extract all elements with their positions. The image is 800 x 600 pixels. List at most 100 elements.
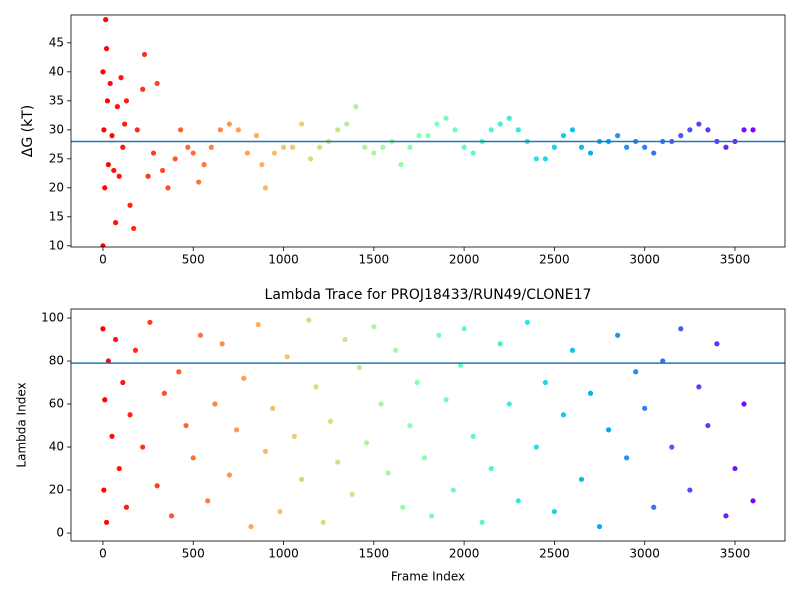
- point: [551, 508, 558, 515]
- point: [320, 519, 326, 525]
- point: [145, 173, 151, 179]
- y-tick-label: 10: [49, 238, 64, 252]
- point: [127, 412, 133, 418]
- point: [705, 422, 711, 429]
- point: [116, 465, 122, 472]
- point: [101, 127, 107, 133]
- point: [560, 412, 567, 418]
- point: [470, 433, 476, 439]
- point: [114, 104, 121, 110]
- point: [335, 127, 341, 133]
- point: [271, 150, 278, 156]
- point: [344, 121, 350, 127]
- point: [515, 127, 521, 133]
- y-tick-label: 100: [41, 311, 64, 325]
- point: [470, 150, 476, 156]
- point: [488, 465, 494, 472]
- point: [190, 150, 196, 156]
- point: [696, 121, 702, 127]
- x-tick-label: 3000: [629, 547, 660, 561]
- point: [651, 150, 657, 156]
- point: [327, 418, 334, 424]
- y-tick-label: 30: [49, 122, 64, 136]
- point: [385, 470, 391, 476]
- point: [120, 379, 126, 386]
- point: [443, 115, 449, 121]
- point: [750, 127, 756, 133]
- point: [651, 504, 657, 510]
- point: [101, 487, 107, 493]
- point: [103, 46, 110, 52]
- point: [208, 144, 214, 150]
- y-tick-label: 80: [49, 354, 64, 368]
- x-tick-label: 0: [99, 547, 107, 561]
- point: [398, 162, 404, 168]
- point: [533, 156, 539, 162]
- point: [642, 405, 648, 411]
- point: [714, 341, 720, 347]
- point: [131, 225, 137, 232]
- x-tick-label: 3000: [629, 253, 660, 267]
- x-tick-label: 2000: [449, 547, 480, 561]
- point: [118, 75, 124, 81]
- point: [313, 384, 319, 390]
- point: [479, 519, 485, 525]
- point: [123, 504, 130, 510]
- point: [105, 162, 111, 168]
- point: [270, 405, 276, 411]
- point: [542, 156, 548, 162]
- point: [298, 476, 305, 482]
- point: [212, 401, 218, 407]
- point: [436, 332, 442, 338]
- point: [407, 422, 413, 429]
- point: [183, 422, 189, 429]
- point: [219, 341, 225, 347]
- point: [127, 202, 133, 208]
- point: [392, 347, 399, 353]
- point: [116, 173, 122, 179]
- point: [515, 498, 521, 504]
- point: [342, 336, 348, 343]
- y-tick-label: 40: [49, 64, 64, 78]
- point: [425, 133, 431, 139]
- x-tick-label: 1000: [268, 253, 299, 267]
- point: [624, 144, 630, 150]
- point: [380, 144, 386, 150]
- point: [362, 144, 368, 150]
- point: [371, 150, 377, 156]
- point: [226, 472, 232, 478]
- x-tick-label: 2500: [539, 547, 570, 561]
- point: [615, 332, 621, 338]
- point: [103, 519, 110, 525]
- point: [280, 144, 287, 150]
- point: [150, 150, 157, 156]
- point: [107, 80, 113, 87]
- point: [159, 167, 166, 174]
- point: [371, 324, 377, 330]
- point: [176, 369, 182, 375]
- point: [542, 379, 548, 386]
- y-tick-label: 20: [49, 180, 64, 194]
- point: [244, 150, 251, 156]
- point: [289, 144, 296, 150]
- point: [741, 127, 747, 133]
- point: [105, 358, 111, 364]
- point: [605, 427, 612, 433]
- point: [687, 127, 693, 133]
- point: [506, 401, 512, 407]
- point: [102, 185, 108, 191]
- point: [235, 127, 241, 133]
- point: [660, 358, 666, 364]
- y-tick-label: 60: [49, 397, 64, 411]
- point: [147, 319, 153, 325]
- point: [400, 504, 406, 510]
- point: [165, 185, 171, 191]
- y-tick-label: 0: [56, 526, 64, 540]
- point: [161, 390, 167, 396]
- point: [723, 513, 729, 519]
- x-tick-label: 3500: [720, 253, 751, 267]
- axes-frame: [70, 308, 786, 542]
- point: [569, 347, 576, 353]
- x-tick-label: 0: [99, 253, 107, 267]
- point: [226, 121, 232, 127]
